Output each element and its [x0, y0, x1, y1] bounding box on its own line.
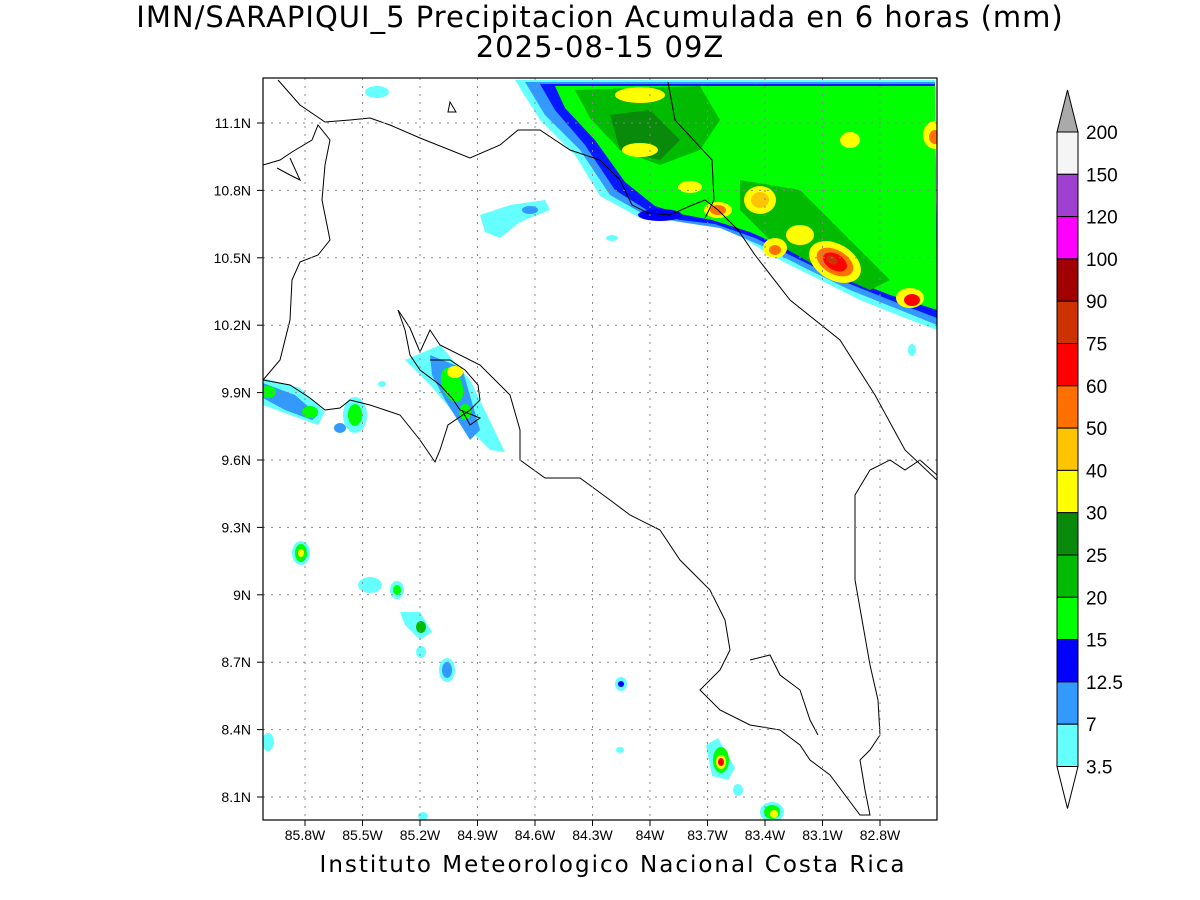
rain-band-north — [515, 80, 937, 330]
legend-level-label: 12.5 — [1086, 673, 1123, 694]
rain-cells-south — [263, 541, 784, 820]
legend-level-label: 15 — [1086, 631, 1107, 652]
legend-level-label: 40 — [1086, 461, 1107, 482]
legend-level-label: 60 — [1086, 377, 1107, 398]
legend-level-label: 20 — [1086, 588, 1107, 609]
legend-swatch — [1056, 427, 1079, 471]
rain-cells-gulf — [263, 345, 505, 452]
legend-level-label: 150 — [1086, 165, 1118, 186]
legend-level-label: 7 — [1086, 715, 1097, 736]
lon-label: 84.9W — [457, 827, 498, 843]
lat-label: 8.7N — [221, 654, 251, 670]
legend-swatch — [1056, 469, 1079, 514]
gridlines — [263, 78, 937, 820]
legend-swatch — [1056, 300, 1079, 345]
legend-swatch — [1056, 554, 1079, 598]
lon-label: 84.3W — [572, 827, 613, 843]
map-frame — [262, 77, 938, 821]
lon-label: 85.5W — [342, 827, 383, 843]
lat-label: 9.3N — [221, 519, 251, 535]
legend-arrow-top — [1056, 89, 1079, 133]
legend-swatch — [1056, 639, 1079, 683]
legend-swatch — [1056, 596, 1079, 641]
color-legend: 200 150 120 100 90 75 60 50 40 30 25 20 15 12.5 7 3.5 — [1056, 89, 1123, 809]
legend-swatch — [1056, 723, 1079, 768]
rain-patch — [480, 200, 550, 238]
lat-label: 9.9N — [221, 385, 251, 401]
legend-level-label: 120 — [1086, 208, 1118, 229]
lon-label: 83.7W — [687, 827, 728, 843]
lon-label: 84W — [636, 827, 666, 843]
lon-label: 85.8W — [285, 827, 326, 843]
legend-level-label: 25 — [1086, 546, 1107, 567]
legend-swatch — [1056, 216, 1079, 260]
lon-label: 82.8W — [860, 827, 901, 843]
map-title: IMN/SARAPIQUI_5 Precipitacion Acumulada … — [136, 0, 1064, 34]
map-datetime: 2025-08-15 09Z — [475, 30, 725, 64]
legend-swatch — [1056, 173, 1079, 218]
legend-arrow-bottom — [1056, 766, 1079, 809]
lon-label: 84.6W — [515, 827, 556, 843]
lat-label: 9N — [233, 587, 251, 603]
legend-swatch — [1056, 681, 1079, 725]
legend-swatch — [1056, 343, 1079, 387]
legend-swatch — [1056, 385, 1079, 429]
legend-level-label: 100 — [1086, 250, 1118, 271]
lat-label: 11.1N — [215, 115, 251, 131]
lon-label: 83.1W — [802, 827, 843, 843]
legend-level-label: 200 — [1086, 123, 1118, 144]
lat-label: 8.4N — [221, 722, 251, 738]
lat-label: 8.1N — [221, 789, 251, 805]
footer-credit: Instituto Meteorologico Nacional Costa R… — [319, 852, 907, 878]
legend-swatch — [1056, 512, 1079, 556]
legend-level-label: 50 — [1086, 419, 1107, 440]
lat-label: 10.2N — [214, 317, 251, 333]
legend-swatch — [1056, 131, 1079, 175]
lon-label: 85.2W — [400, 827, 441, 843]
legend-swatch — [1056, 258, 1079, 302]
lat-label: 9.6N — [221, 452, 251, 468]
legend-level-label: 90 — [1086, 292, 1107, 313]
legend-level-label: 75 — [1086, 335, 1107, 356]
coastlines — [263, 79, 937, 816]
legend-level-label: 30 — [1086, 504, 1107, 525]
lat-label: 10.8N — [214, 182, 251, 198]
legend-level-label: 3.5 — [1086, 758, 1112, 779]
lat-label: 10.5N — [214, 250, 251, 266]
precipitation-field — [263, 80, 937, 820]
lon-label: 83.4W — [745, 827, 786, 843]
